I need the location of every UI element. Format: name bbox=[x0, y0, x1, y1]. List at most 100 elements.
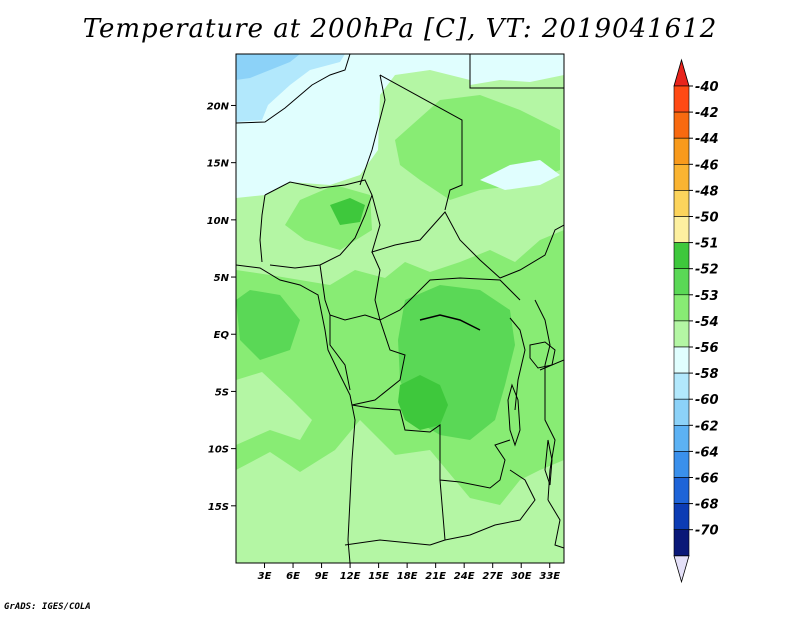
colorbar-label: -46 bbox=[695, 158, 719, 173]
colorbar-label: -60 bbox=[695, 393, 719, 408]
colorbar-label: -44 bbox=[695, 132, 719, 147]
colorbar-segment bbox=[673, 190, 690, 217]
colorbar-segment bbox=[673, 477, 690, 504]
software-credit: GrADS: IGES/COLA bbox=[4, 602, 91, 612]
band-minus-54-southwest bbox=[236, 372, 312, 445]
border-south-sudan bbox=[499, 224, 564, 279]
colorbar-label: -50 bbox=[695, 211, 719, 226]
lon-tick-label: 9E bbox=[315, 571, 329, 582]
longitude-axis: 3E 6E 9E 12E 15E 18E 21E 24E 27E 30E 33E bbox=[258, 563, 560, 582]
border-car-congo bbox=[379, 277, 521, 321]
colorbar-label: -56 bbox=[695, 341, 719, 356]
lat-tick-label: 15N bbox=[207, 159, 230, 170]
colorbar-segment bbox=[673, 85, 690, 113]
colorbar-label: -70 bbox=[695, 524, 719, 539]
colorbar-segment bbox=[673, 164, 690, 191]
colorbar-segment bbox=[673, 372, 690, 400]
border-uganda-kenya bbox=[534, 299, 551, 366]
colorbar-label: -66 bbox=[695, 472, 719, 487]
lon-tick-label: 15E bbox=[368, 571, 389, 582]
colorbar-label: -40 bbox=[695, 80, 719, 95]
colorbar-segment bbox=[673, 529, 690, 557]
band-minus-56-streak bbox=[480, 160, 560, 190]
border-drc-uganda bbox=[509, 317, 526, 411]
band-minus-51 bbox=[398, 375, 448, 430]
lat-tick-label: 5S bbox=[215, 387, 229, 398]
colorbar-label: -52 bbox=[695, 263, 719, 278]
lon-tick-label: 33E bbox=[539, 571, 560, 582]
colorbar-segment bbox=[673, 268, 690, 296]
band-minus-52-west bbox=[236, 290, 300, 360]
lat-tick-label: 20N bbox=[207, 101, 230, 112]
coastline-west bbox=[236, 264, 356, 563]
lon-tick-label: 21E bbox=[425, 571, 446, 582]
border-nigeria-benin bbox=[259, 194, 266, 263]
river-congo bbox=[419, 314, 481, 331]
band-minus-56-east bbox=[470, 54, 564, 85]
temperature-field bbox=[236, 54, 564, 563]
border-angola-namibia bbox=[344, 539, 431, 546]
border-zambia-malawi bbox=[444, 469, 536, 541]
lon-tick-label: 27E bbox=[482, 571, 503, 582]
lon-tick-label: 6E bbox=[286, 571, 300, 582]
border-libya-algeria-niger bbox=[236, 54, 351, 124]
lat-tick-label: EQ bbox=[214, 330, 230, 341]
band-minus-51-small bbox=[330, 198, 365, 225]
colorbar-segment bbox=[673, 294, 690, 322]
colorbar-label: -62 bbox=[695, 419, 719, 434]
border-tanzania bbox=[544, 365, 556, 501]
colorbar-segment bbox=[673, 216, 690, 243]
border-drc-angola bbox=[351, 404, 461, 483]
colorbar-label: -64 bbox=[695, 445, 719, 460]
colorbar-label: -68 bbox=[695, 498, 719, 513]
latitude-axis: 20N 15N 10N 5N EQ 5S 10S 15S bbox=[207, 101, 236, 513]
band-minus-60 bbox=[236, 54, 300, 80]
band-minus-56 bbox=[236, 54, 470, 198]
colorbar: -40 -42 -44 -46 -48 -50 -51 -52 -53 -54 -56 -58 -60 -… bbox=[673, 58, 719, 584]
border-nigeria bbox=[264, 179, 373, 269]
border-niger-chad bbox=[359, 74, 386, 186]
lon-tick-label: 30E bbox=[511, 571, 532, 582]
lake-victoria bbox=[529, 341, 556, 369]
colorbar-segment bbox=[673, 424, 690, 452]
lat-tick-label: 15S bbox=[208, 502, 229, 513]
colorbar-segment bbox=[673, 451, 690, 478]
colorbar-top-arrow bbox=[673, 58, 690, 87]
border-chad-car bbox=[371, 194, 501, 279]
border-egypt-sudan bbox=[469, 54, 564, 89]
colorbar-label: -53 bbox=[695, 289, 719, 304]
border-libya-sudan bbox=[379, 74, 463, 211]
colorbar-segment bbox=[673, 111, 690, 139]
colorbar-segment bbox=[673, 242, 690, 270]
lat-tick-label: 10N bbox=[207, 216, 230, 227]
lon-tick-label: 18E bbox=[397, 571, 418, 582]
border-congo-drc bbox=[351, 319, 406, 406]
colorbar-label: -58 bbox=[695, 367, 719, 382]
band-minus-54-south bbox=[236, 420, 564, 563]
lat-tick-label: 5N bbox=[214, 273, 230, 284]
colorbar-segment bbox=[673, 503, 690, 531]
colorbar-segment bbox=[673, 346, 690, 374]
country-borders bbox=[236, 54, 564, 563]
map-title: Temperature at 200hPa [C], VT: 201904161… bbox=[82, 14, 718, 44]
colorbar-segment bbox=[673, 320, 690, 348]
lake-malawi bbox=[544, 439, 553, 486]
plot-frame bbox=[235, 53, 565, 564]
border-drc-zambia bbox=[459, 439, 511, 489]
lake-tanganyika bbox=[507, 383, 521, 447]
colorbar-segment bbox=[673, 398, 690, 426]
colorbar-bottom-arrow bbox=[673, 555, 690, 584]
colorbar-segment bbox=[673, 137, 690, 165]
border-cameroon-gabon bbox=[319, 264, 381, 321]
colorbar-label: -42 bbox=[695, 106, 719, 121]
colorbar-label: -51 bbox=[695, 237, 719, 252]
lon-tick-label: 12E bbox=[340, 571, 361, 582]
border-cameroon-car bbox=[371, 251, 381, 321]
lon-tick-label: 24E bbox=[454, 571, 475, 582]
border-mozambique bbox=[547, 499, 564, 549]
lon-tick-label: 3E bbox=[258, 571, 272, 582]
border-gabon-congo bbox=[329, 315, 351, 391]
colorbar-label: -48 bbox=[695, 184, 719, 199]
colorbar-label: -54 bbox=[695, 315, 719, 330]
